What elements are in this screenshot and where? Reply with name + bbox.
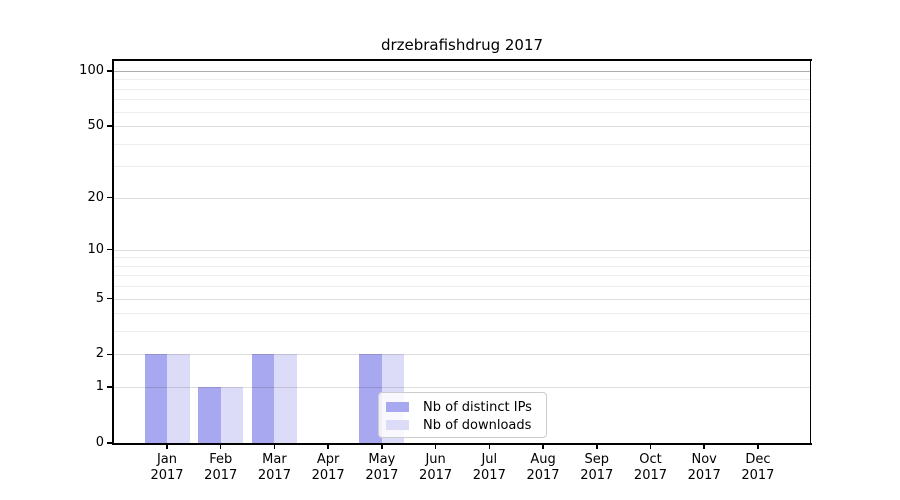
y-tick-label: 5 — [95, 290, 104, 306]
legend-item-downloads: Nb of downloads — [386, 416, 538, 434]
legend-label-distinct-ips: Nb of distinct IPs — [423, 399, 532, 415]
x-tick — [327, 444, 329, 449]
y-tick-label: 1 — [95, 379, 104, 395]
gridline-major — [113, 298, 810, 300]
x-tick — [596, 444, 598, 449]
gridline-minor — [113, 111, 810, 113]
gridline-major — [113, 354, 810, 356]
y-tick — [107, 297, 113, 300]
x-tick — [542, 444, 544, 449]
gridline-minor — [113, 265, 810, 267]
legend-label-downloads: Nb of downloads — [423, 417, 532, 433]
x-tick-label-dec: Dec 2017 — [741, 452, 775, 483]
y-tick-label: 50 — [87, 118, 104, 134]
bar-downloads-mar — [274, 354, 297, 443]
y-tick — [107, 70, 113, 72]
x-tick — [649, 444, 652, 449]
x-tick — [219, 444, 222, 449]
legend: Nb of distinct IPs Nb of downloads — [378, 392, 547, 438]
gridline-minor — [113, 88, 810, 90]
axis-spine-top — [112, 59, 812, 61]
gridline-minor — [113, 257, 810, 259]
x-tick-label-feb: Feb 2017 — [204, 452, 238, 483]
gridline-minor — [113, 331, 810, 333]
axis-spine-right — [809, 59, 811, 445]
y-tick — [107, 442, 113, 444]
x-tick-label-oct: Oct 2017 — [633, 452, 668, 483]
axis-spine-left — [112, 59, 114, 445]
gridline-minor — [113, 79, 810, 81]
legend-swatch-distinct-ips — [386, 402, 409, 412]
chart-title: drzebrafishdrug 2017 — [380, 36, 544, 54]
y-tick-label: 0 — [95, 435, 104, 450]
gridline-major — [113, 197, 810, 199]
bar-distinct-ips-feb — [198, 387, 221, 443]
legend-item-distinct-ips: Nb of distinct IPs — [386, 398, 538, 416]
x-tick — [434, 444, 437, 449]
x-tick-label-mar: Mar 2017 — [257, 452, 291, 483]
x-tick-label-aug: Aug 2017 — [526, 452, 560, 483]
y-tick — [107, 248, 113, 251]
y-tick-label: 2 — [95, 346, 104, 362]
gridline-minor — [113, 166, 810, 168]
gridline-major — [113, 126, 810, 128]
x-tick — [488, 444, 491, 449]
y-tick — [107, 125, 113, 127]
x-tick-label-nov: Nov 2017 — [687, 452, 721, 483]
y-tick — [107, 353, 113, 356]
x-tick-label-apr: Apr 2017 — [311, 452, 345, 483]
bar-downloads-feb — [220, 387, 244, 443]
y-tick — [107, 386, 113, 388]
gridline-minor — [113, 275, 810, 277]
axis-spine-bottom — [112, 443, 812, 445]
y-tick-label: 20 — [87, 189, 104, 205]
bar-distinct-ips-may — [359, 354, 382, 443]
x-tick — [381, 444, 383, 449]
x-tick — [703, 444, 705, 449]
x-tick — [166, 444, 168, 449]
x-tick-label-jan: Jan 2017 — [150, 452, 184, 483]
y-tick-label: 10 — [87, 241, 104, 257]
x-tick — [273, 444, 276, 449]
gridline-minor — [113, 313, 810, 315]
gridline-major — [113, 387, 810, 389]
bar-downloads-jan — [167, 354, 190, 443]
gridline-major — [113, 249, 810, 251]
bar-distinct-ips-mar — [251, 354, 275, 443]
gridline-minor — [113, 143, 810, 145]
y-tick-label: 100 — [79, 63, 104, 78]
y-tick — [107, 196, 113, 199]
bar-distinct-ips-jan — [144, 354, 167, 443]
x-tick-label-jul: Jul 2017 — [472, 452, 506, 483]
gridline-minor — [113, 99, 810, 101]
gridline-minor — [113, 286, 810, 288]
x-tick — [757, 444, 759, 449]
x-tick-label-jun: Jun 2017 — [419, 452, 453, 483]
legend-swatch-downloads — [386, 420, 409, 430]
x-tick-label-sep: Sep 2017 — [580, 452, 614, 483]
gridline-100 — [113, 71, 810, 72]
x-tick-label-may: May 2017 — [365, 452, 399, 483]
